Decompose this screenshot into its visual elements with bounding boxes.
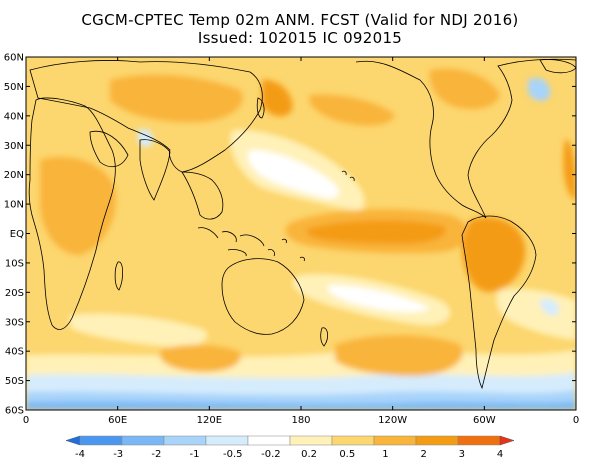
colorbar-label: 1 [382,449,388,460]
colorbar-segment [79,435,123,446]
colorbar-label: 4 [497,449,503,460]
colorbar: -4 -3 -2 -1 -0.5 -0.2 0.2 0.5 1 2 3 4 [65,435,515,460]
colorbar-label: -4 [75,449,85,460]
colorbar-segment [205,435,249,446]
anomaly-field [26,57,576,410]
lat-label: 40N [4,111,24,122]
south-pacific-warm [335,335,463,376]
north-america-coast [355,58,576,219]
lat-label: 60S [5,406,24,417]
south-america-warm [462,217,526,292]
colorbar-label: 0.5 [339,449,355,460]
colorbar-segment [457,435,501,446]
colorbar-label: -0.5 [223,449,243,460]
lat-label: 50N [4,82,24,93]
lat-label: 30N [4,141,24,152]
north-pacific-warm [309,94,395,126]
japan-coast [256,97,265,119]
lon-label: 0 [573,415,579,426]
pacific-islands [267,238,305,262]
colorbar-high-arrow [499,435,515,446]
colorbar-segment [289,435,333,446]
hawaii-coast [341,170,355,182]
neutral-south-pacific [327,285,430,313]
coastlines [28,58,576,390]
colorbar-segment [373,435,417,446]
colorbar-segment [163,435,207,446]
lat-label: 60N [4,53,24,64]
lon-label: 0 [23,415,29,426]
colorbar-label: 0.2 [301,449,317,460]
lat-label: 20N [4,170,24,181]
lon-label: 120E [197,415,222,426]
colorbar-label: -2 [151,449,161,460]
map-title: CGCM-CPTEC Temp 02m ANM. FCST (Valid for… [81,11,519,29]
arabia-coast [89,130,129,168]
colorbar-segment [415,435,459,446]
cool-spot-sw-atlantic [540,298,559,316]
africa-warm [40,156,116,255]
madagascar-coast [114,261,124,291]
latitude-axis: 60N 50N 40N 30N 20N 10N EQ 10S 20S 30S 40S 50S 60S [4,53,576,417]
east-warm [563,139,576,200]
lat-label: 10N [4,200,24,211]
nz-coast [320,327,328,347]
south-indian-warm [160,344,241,372]
pale-south-indian [70,313,208,348]
colorbar-segment [121,435,165,446]
neutral-nw-pacific [247,150,340,199]
lon-label: 120W [378,415,407,426]
lat-label: 50S [5,376,24,387]
colorbar-label: -3 [113,449,123,460]
colorbar-segment [331,435,375,446]
se-asia-coast [181,171,224,220]
australia-coast [221,258,305,335]
lat-label: EQ [10,229,24,240]
colorbar-segment [247,435,291,446]
pale-south-atlantic [496,288,576,340]
colorbar-label: -1 [190,449,200,460]
colorbar-label: -0.2 [261,449,281,460]
eurasia-coast [29,60,263,173]
lon-label: 60E [108,415,127,426]
south-america-coast [461,215,537,390]
lon-label: 60W [473,415,496,426]
lat-label: 20S [5,288,24,299]
lat-label: 40S [5,347,24,358]
lat-label: 10S [5,258,24,269]
colorbar-label: 2 [420,449,426,460]
north-america-warm [429,68,500,109]
issued-subtitle: Issued: 102015 IC 092015 [197,29,403,47]
colorbar-label: 3 [459,449,465,460]
longitude-axis: 0 60E 120E 180 120W 60W 0 [23,57,579,426]
indonesia-coast [197,227,265,257]
lon-label: 180 [291,415,310,426]
nw-pacific-warm [262,79,293,117]
africa-coast [28,97,116,330]
asia-warm [110,74,243,123]
colder-band-south [26,401,576,410]
lat-label: 30S [5,317,24,328]
india-coast [139,139,171,201]
colorbar-low-arrow [65,435,81,446]
enso-hot [306,220,446,244]
cool-spot-ne-pacific [528,77,551,101]
